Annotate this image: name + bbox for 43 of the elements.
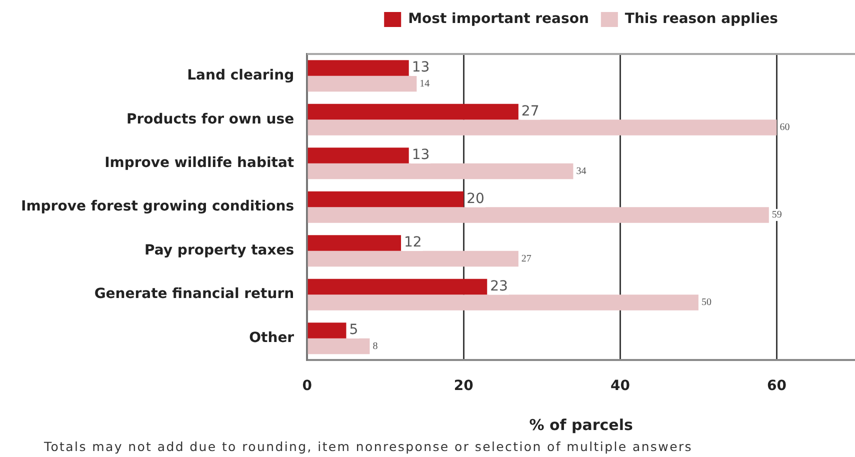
y-tick-label: Generate financial return [94, 286, 294, 302]
x-tick-label: 60 [766, 378, 787, 394]
y-tick-label: Pay property taxes [144, 242, 294, 258]
data-label: 14 [420, 78, 430, 90]
data-label: 59 [772, 210, 782, 221]
data-label: 13 [412, 60, 430, 76]
bar [308, 76, 417, 92]
data-label: 8 [372, 340, 378, 352]
data-label: 23 [490, 278, 508, 294]
x-tick-label: 40 [610, 378, 630, 394]
legend-label: Most important reason [408, 11, 589, 28]
bar [308, 120, 777, 136]
data-label: 34 [576, 166, 586, 177]
bar [308, 163, 574, 180]
y-tick-label: Products for own use [126, 111, 294, 128]
bar [308, 207, 769, 223]
x-axis-title: % of parcels [529, 416, 633, 434]
data-label: 60 [780, 122, 790, 134]
bar [308, 104, 518, 120]
data-label: 13 [412, 147, 430, 164]
y-tick-label: Land clearing [187, 68, 294, 84]
text: Totals may not add due to rounding, item nonresponse or selection of multiple answers [44, 439, 693, 454]
data-label: 20 [466, 190, 484, 207]
bar [308, 294, 698, 310]
y-tick-label: Other [249, 330, 294, 346]
data-label: 5 [349, 322, 358, 338]
data-label: 50 [701, 297, 712, 308]
legend-label: This reason applies [624, 11, 778, 28]
x-tick-label: 20 [454, 378, 474, 394]
bar [308, 60, 409, 76]
bar [308, 250, 518, 267]
bar [308, 338, 370, 354]
y-tick-label: Improve forest growing conditions [20, 198, 294, 215]
bar [308, 191, 464, 208]
x-tick-label: 0 [302, 378, 312, 394]
bar [308, 278, 488, 295]
data-label: 27 [521, 103, 540, 120]
bar [308, 148, 409, 164]
data-label: 12 [404, 234, 422, 251]
y-tick-label: Improve wildlife habitat [104, 155, 294, 171]
bar [308, 235, 402, 251]
bar [308, 322, 346, 338]
data-label: 27 [521, 253, 532, 264]
